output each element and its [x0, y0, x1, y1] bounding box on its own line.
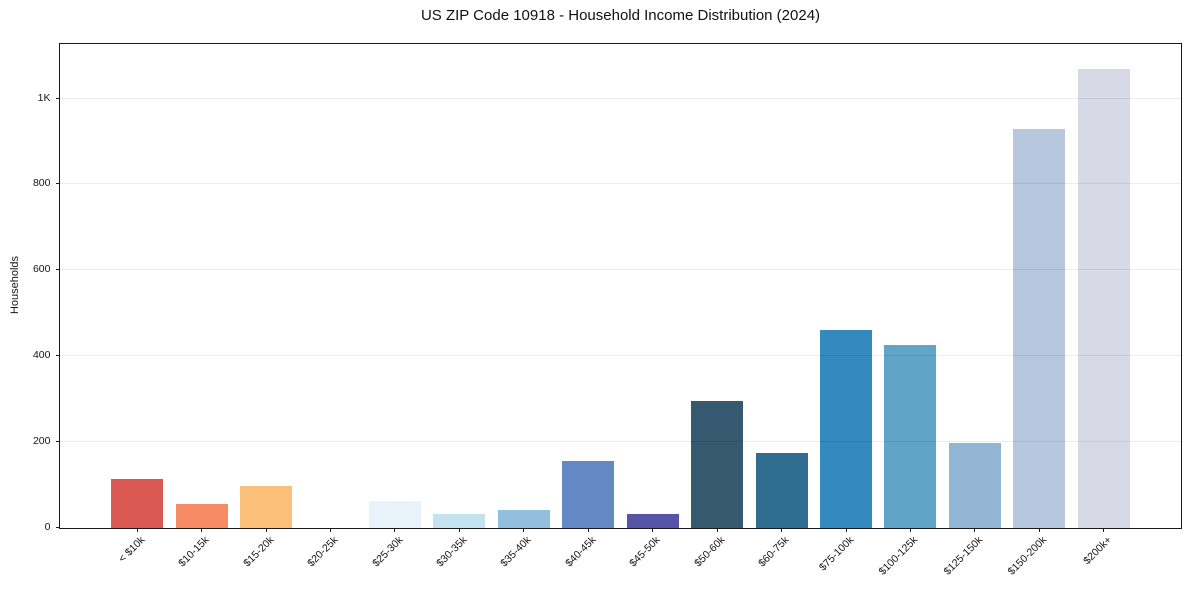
y-tick-mark [55, 527, 60, 528]
bar-15-20k [240, 485, 293, 528]
x-tick-label: $150-200k [1005, 534, 1050, 578]
x-tick-label: $10-15k [176, 534, 212, 570]
x-tick-mark [974, 528, 976, 532]
x-tick-mark [136, 528, 138, 532]
gridline-1000 [60, 97, 1181, 99]
chart-title: US ZIP Code 10918 - Household Income Dis… [420, 7, 821, 24]
x-tick-mark [1103, 528, 1105, 532]
x-tick-label: $200k+ [1080, 534, 1114, 568]
x-tick-label: $75-100k [816, 534, 857, 574]
bar-25-30k [368, 500, 421, 528]
bar-40-45k [562, 461, 615, 528]
y-tick-mark [55, 441, 60, 443]
x-tick-label: $20-25k [305, 534, 341, 570]
x-tick-mark [781, 528, 783, 532]
gridline-400 [60, 355, 1181, 357]
x-tick-mark [652, 528, 654, 532]
x-tick-label: $45-50k [627, 534, 663, 570]
bar-45-50k [626, 513, 679, 528]
y-tick-label: 200 [32, 435, 51, 448]
x-tick-mark [587, 528, 589, 532]
x-tick-label: $50-60k [691, 534, 728, 570]
x-tick-mark [909, 528, 911, 532]
gridline-800 [60, 183, 1181, 185]
x-tick-label: $40-45k [562, 534, 599, 570]
bar-60-75k [755, 452, 808, 528]
bar-35-40k [497, 509, 550, 528]
y-tick-mark [55, 97, 60, 99]
x-tick-label: $15-20k [240, 534, 277, 570]
x-tick-label: $100-125k [876, 534, 921, 578]
x-tick-mark [458, 528, 460, 532]
y-tick-label: 0 [44, 521, 51, 533]
bar-125-150k [948, 443, 1001, 528]
y-tick-label: 600 [32, 263, 51, 276]
x-tick-mark [716, 528, 718, 532]
bar-30-35k [433, 514, 486, 528]
bar-50-60k [691, 401, 744, 528]
x-tick-mark [523, 528, 525, 532]
y-tick-mark [55, 355, 60, 357]
x-tick-mark [394, 528, 396, 532]
y-tick-label: 400 [32, 349, 51, 362]
x-tick-label: $60-75k [756, 534, 792, 570]
x-tick-label: $35-40k [498, 534, 534, 570]
x-tick-mark [330, 528, 332, 532]
x-tick-mark [201, 528, 203, 532]
y-tick-mark [55, 269, 60, 271]
x-tick-mark [265, 528, 267, 532]
x-tick-mark [1038, 528, 1040, 532]
gridline-600 [60, 269, 1181, 271]
y-tick-mark [55, 183, 60, 185]
x-tick-mark [845, 528, 847, 532]
bar-10-15k [175, 504, 228, 528]
x-tick-label: $25-30k [369, 534, 405, 570]
bar-150-200k [1013, 128, 1066, 528]
x-tick-label: $125-150k [941, 534, 985, 578]
bar-200k [1077, 69, 1130, 528]
y-tick-label: 800 [32, 177, 51, 190]
gridline-200 [60, 441, 1181, 443]
plot-area [59, 43, 1182, 529]
x-tick-label: $30-35k [434, 534, 470, 570]
bar-75-100k [820, 330, 873, 528]
bar-10k [111, 479, 164, 528]
x-tick-label: < $10k [116, 534, 148, 565]
bar-100-125k [884, 345, 937, 528]
y-tick-label: 1K [37, 91, 51, 104]
